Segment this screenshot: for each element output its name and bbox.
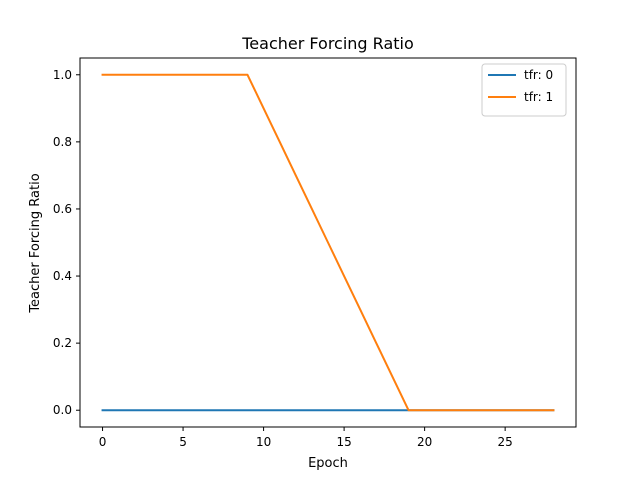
y-tick-label: 0.0 [53,403,72,417]
x-tick-label: 10 [256,435,271,449]
series-line-1 [101,73,555,412]
legend-label-0: tfr: 0 [524,68,553,82]
legend-box [481,63,567,117]
x-tick-label: 0 [99,435,107,449]
y-tick-label: 1.0 [53,68,72,82]
x-tick-label: 5 [179,435,187,449]
y-tick-label: 0.2 [53,336,72,350]
y-axis: 0.0 0.2 0.4 0.6 0.8 1.0 [53,68,80,417]
y-tick-label: 0.6 [53,202,72,216]
x-axis-label: Epoch [308,456,348,471]
series-layer [101,73,555,412]
y-tick-label: 0.4 [53,269,72,283]
legend-label-1: tfr: 1 [524,90,553,104]
x-axis: 0 5 10 15 20 25 [99,427,513,449]
x-tick-label: 15 [336,435,351,449]
y-tick-label: 0.8 [53,135,72,149]
x-tick-label: 20 [417,435,432,449]
chart-title: Teacher Forcing Ratio [241,34,414,53]
legend: tfr: 0 tfr: 1 [481,63,567,117]
y-axis-label: Teacher Forcing Ratio [28,173,43,313]
x-tick-label: 25 [498,435,513,449]
plot-frame [79,57,577,428]
